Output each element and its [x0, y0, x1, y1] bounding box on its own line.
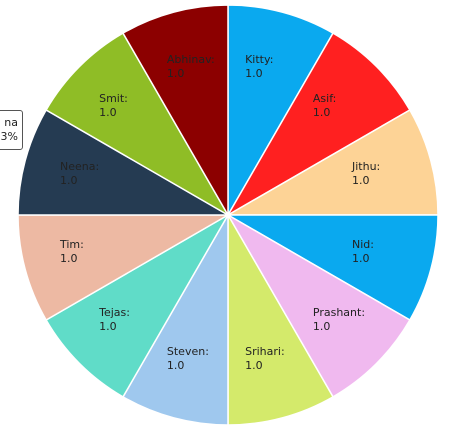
slice-value-label: 1.0	[167, 67, 185, 80]
hover-tooltip: na 3%	[0, 110, 23, 150]
slice-label: Tejas:	[98, 306, 130, 319]
tooltip-name: na	[4, 116, 18, 130]
slice-value-label: 1.0	[60, 252, 78, 265]
slice-value-label: 1.0	[99, 320, 117, 333]
slice-label: Neena:	[60, 160, 99, 173]
slice-label: Srihari:	[245, 345, 285, 358]
slice-value-label: 1.0	[99, 106, 117, 119]
slice-label: Jithu:	[351, 160, 380, 173]
slice-value-label: 1.0	[352, 174, 370, 187]
slice-label: Smit:	[99, 92, 128, 105]
slice-label: Tim:	[59, 238, 84, 251]
tooltip-percent: 3%	[1, 130, 18, 144]
slice-value-label: 1.0	[245, 359, 263, 372]
slice-label: Prashant:	[313, 306, 365, 319]
slice-value-label: 1.0	[245, 67, 263, 80]
slice-value-label: 1.0	[352, 252, 370, 265]
slice-label: Steven:	[167, 345, 209, 358]
slice-value-label: 1.0	[60, 174, 78, 187]
slice-label: Abhinav:	[167, 53, 215, 66]
slice-value-label: 1.0	[313, 106, 331, 119]
slice-label: Nid:	[352, 238, 374, 251]
slice-label: Asif:	[313, 92, 337, 105]
slice-label: Kitty:	[245, 53, 273, 66]
slice-value-label: 1.0	[313, 320, 331, 333]
slice-value-label: 1.0	[167, 359, 185, 372]
